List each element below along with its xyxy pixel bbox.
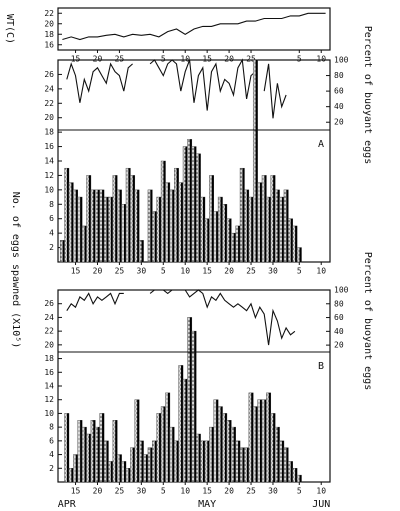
x-tick-label: 15 [71,487,81,496]
x-tick-label: 5 [161,487,166,496]
x-tick-label: 20 [224,267,234,276]
bar [134,189,140,263]
panel-label: B [318,361,324,372]
x-tick-label: 20 [224,487,234,496]
x-tick-label: 10 [316,267,326,276]
x-tick-label: 10 [316,487,326,496]
x-tick-label: 5 [297,55,302,64]
y-tick-label: 8 [49,423,54,432]
x-tick-label: 10 [180,267,190,276]
y-tick-label: 18 [44,30,54,39]
month-label: APR [58,499,77,510]
x-tick-label: 25 [246,487,256,496]
y-tick-label: 4 [49,450,54,459]
y-tick-label: 80 [334,299,344,308]
y-tick-label: 24 [44,313,54,322]
y-tick-label: 14 [44,382,54,391]
y-tick-label: 60 [334,87,344,96]
y-tick-label: 40 [334,327,344,336]
x-tick-label: 10 [316,55,326,64]
x-tick-label: 20 [93,267,103,276]
y-tick-label: 100 [334,286,349,295]
y-tick-label: 16 [44,142,54,151]
y-tick-label: 26 [44,299,54,308]
x-tick-label: 5 [297,267,302,276]
x-tick-label: 25 [115,267,125,276]
x-tick-label: 15 [202,267,212,276]
x-tick-label: 20 [93,487,103,496]
x-tick-label: 10 [180,55,190,64]
y-tick-label: 8 [49,200,54,209]
x-tick-label: 30 [137,487,147,496]
y-tick-label: 2 [49,243,54,252]
y-tick-label: 22 [44,327,54,336]
y-tick-label: 6 [49,214,54,223]
y-tick-label: 4 [49,229,54,238]
x-tick-label: 10 [180,487,190,496]
y-tick-label: 20 [334,341,344,350]
x-tick-label: 25 [115,487,125,496]
x-tick-label: 30 [268,487,278,496]
y-tick-label: 10 [44,409,54,418]
y-tick-label: 20 [44,113,54,122]
y-tick-label: 40 [334,102,344,111]
y-tick-label: 20 [44,340,54,349]
x-tick-label: 30 [137,267,147,276]
x-tick-label: 5 [161,267,166,276]
bar [191,330,197,483]
x-tick-label: 20 [93,55,103,64]
y-tick-label: 100 [334,56,349,65]
line [62,12,326,41]
x-tick-label: 15 [71,267,81,276]
x-tick-label: 25 [115,55,125,64]
y-tick-label: 14 [44,157,54,166]
y-tick-label: 60 [334,313,344,322]
y-axis-label: Percent of buoyant eggs [362,26,373,164]
panel-label: A [318,139,324,150]
x-tick-label: 25 [246,267,256,276]
y-tick-label: 2 [49,464,54,473]
month-label: MAY [198,499,216,510]
y-tick-label: 12 [44,395,54,404]
line [66,58,287,119]
y-tick-label: 26 [44,70,54,79]
x-tick-label: 25 [246,55,256,64]
y-tick-label: 80 [334,71,344,80]
x-tick-label: 5 [161,55,166,64]
y-tick-label: 6 [49,436,54,445]
y-tick-label: 18 [44,354,54,363]
y-tick-label: 16 [44,368,54,377]
y-axis-label: Percent of buoyant eggs [362,252,373,390]
y-tick-label: 20 [44,19,54,28]
y-tick-label: 18 [44,128,54,137]
y-tick-label: 24 [44,84,54,93]
y-axis-label: WT(C) [4,14,15,44]
y-tick-label: 22 [44,99,54,108]
plot-frame [57,7,331,51]
y-tick-label: 10 [44,185,54,194]
y-axis-label: No. of eggs spawned (X10⁵) [10,192,21,349]
y-tick-label: 22 [44,9,54,18]
y-tick-label: 16 [44,40,54,49]
x-tick-label: 30 [268,267,278,276]
y-tick-label: 20 [334,118,344,127]
y-tick-label: 12 [44,171,54,180]
x-tick-label: 5 [297,487,302,496]
x-tick-label: 20 [224,55,234,64]
x-tick-label: 15 [71,55,81,64]
x-tick-label: 15 [202,487,212,496]
month-label: JUN [312,499,330,510]
x-tick-label: 15 [202,55,212,64]
line [66,289,296,346]
